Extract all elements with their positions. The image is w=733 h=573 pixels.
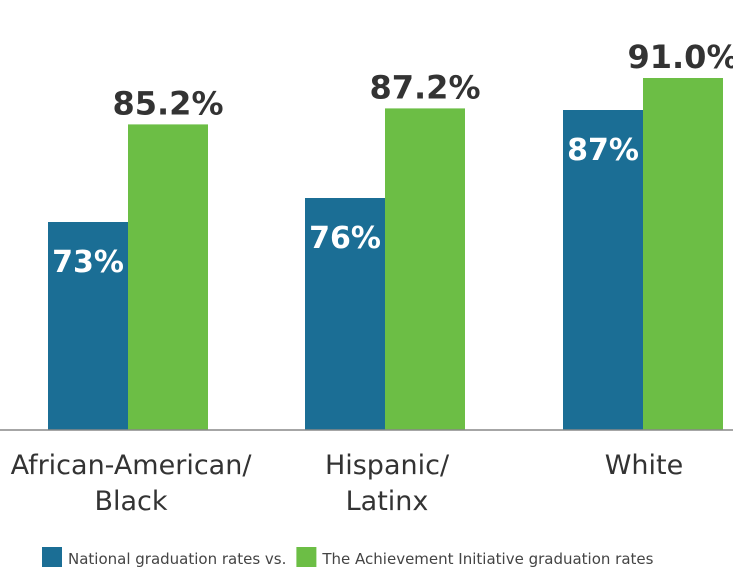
bar-achievement-0 bbox=[128, 124, 208, 431]
legend-swatch-achievement bbox=[296, 547, 317, 567]
category-labels-layer: African-American/Black Hispanic/Latinx Whi… bbox=[11, 450, 684, 517]
legend-label-national: National graduation rates vs. bbox=[68, 550, 286, 568]
legend: National graduation rates vs. The Achieve… bbox=[42, 547, 654, 568]
legend-label-achievement: The Achievement Initiative graduation ra… bbox=[321, 550, 653, 568]
bars-layer bbox=[48, 78, 723, 431]
category-label-0-line-1: Black bbox=[94, 486, 167, 517]
value-label-achievement-1: 87.2% bbox=[369, 68, 480, 106]
bar-national-2 bbox=[563, 110, 643, 430]
legend-swatch-national bbox=[42, 547, 62, 567]
value-label-national-0: 73% bbox=[52, 245, 124, 280]
category-label-1-line-1: Latinx bbox=[346, 486, 429, 517]
category-label-1-line-0: Hispanic/ bbox=[325, 450, 450, 481]
bar-achievement-1 bbox=[385, 108, 465, 431]
category-label-2-line-0: White bbox=[605, 450, 684, 481]
value-label-achievement-2: 91.0% bbox=[627, 38, 733, 76]
category-label-0-line-0: African-American/ bbox=[11, 450, 253, 481]
value-label-national-2: 87% bbox=[567, 133, 639, 168]
value-label-achievement-0: 85.2% bbox=[112, 84, 223, 122]
bar-national-1 bbox=[305, 198, 385, 430]
value-label-national-1: 76% bbox=[309, 221, 381, 256]
value-labels-layer: 73% 85.2% 76% 87.2% 87% 91.0% bbox=[52, 38, 733, 280]
bar-national-0 bbox=[48, 222, 128, 430]
bar-achievement-2 bbox=[643, 78, 723, 430]
